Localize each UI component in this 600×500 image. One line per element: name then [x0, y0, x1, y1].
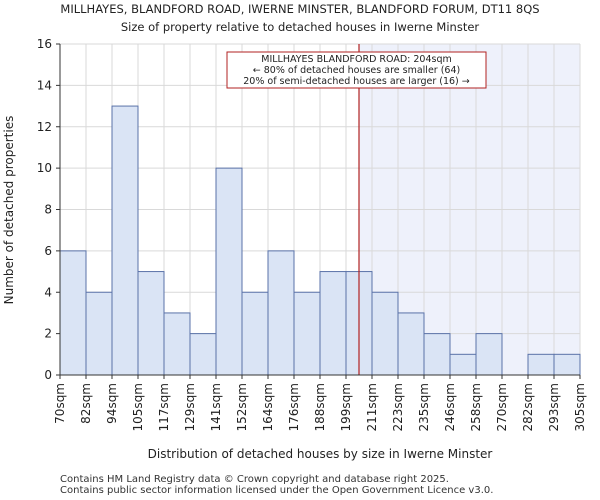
histogram-bar: [293, 291, 321, 376]
x-tick-label: 141sqm: [209, 383, 223, 431]
annotation-text: ← 80% of detached houses are smaller (64…: [253, 65, 460, 76]
y-tick-label: 10: [37, 161, 52, 175]
y-tick-label: 2: [44, 327, 52, 341]
x-tick-label: 105sqm: [131, 383, 145, 431]
annotation-text: 20% of semi-detached houses are larger (…: [243, 76, 470, 87]
histogram-bar: [553, 353, 581, 376]
x-tick-label: 70sqm: [53, 383, 67, 424]
histogram-bar: [59, 250, 87, 376]
x-tick-label: 164sqm: [261, 383, 275, 431]
y-tick-label: 6: [44, 244, 52, 258]
histogram-bar: [397, 312, 425, 376]
chart-subtitle: Size of property relative to detached ho…: [121, 20, 480, 34]
y-tick-label: 14: [37, 78, 52, 92]
x-tick-label: 293sqm: [547, 383, 561, 431]
y-tick-label: 16: [37, 37, 52, 51]
histogram-bar: [215, 167, 243, 376]
annotation-text: MILLHAYES BLANDFORD ROAD: 204sqm: [261, 54, 451, 65]
x-tick-label: 305sqm: [573, 383, 587, 431]
footer-licence: Contains public sector information licen…: [60, 485, 494, 496]
x-tick-label: 211sqm: [365, 383, 379, 431]
x-tick-label: 235sqm: [417, 383, 431, 431]
chart-title: MILLHAYES, BLANDFORD ROAD, IWERNE MINSTE…: [60, 2, 539, 16]
histogram-bar: [85, 291, 113, 376]
x-tick-label: 82sqm: [79, 383, 93, 424]
y-tick-label: 0: [44, 368, 52, 382]
x-tick-label: 188sqm: [313, 383, 327, 431]
histogram-bar: [371, 291, 399, 376]
y-tick-label: 8: [44, 203, 52, 217]
x-tick-label: 129sqm: [183, 383, 197, 431]
histogram-bar: [267, 250, 295, 376]
y-tick-label: 4: [44, 285, 52, 299]
y-axis-label: Number of detached properties: [2, 116, 16, 305]
x-tick-label: 117sqm: [157, 383, 171, 431]
histogram-bar: [111, 105, 139, 376]
x-tick-label: 270sqm: [495, 383, 509, 431]
histogram-bar: [475, 333, 503, 376]
x-axis-label: Distribution of detached houses by size …: [148, 447, 493, 461]
x-tick-label: 94sqm: [105, 383, 119, 424]
x-tick-label: 246sqm: [443, 383, 457, 431]
histogram-bar: [449, 353, 477, 376]
x-tick-label: 223sqm: [391, 383, 405, 431]
histogram-bar: [189, 333, 217, 376]
histogram-bar: [319, 271, 347, 376]
histogram-bar: [527, 353, 555, 376]
x-tick-label: 258sqm: [469, 383, 483, 431]
histogram-bar: [163, 312, 191, 376]
x-tick-label: 199sqm: [339, 383, 353, 431]
histogram-bar: [137, 271, 165, 376]
x-tick-label: 282sqm: [521, 383, 535, 431]
histogram-bar: [241, 291, 269, 376]
footer-copyright: Contains HM Land Registry data © Crown c…: [60, 474, 449, 485]
y-tick-label: 12: [37, 120, 52, 134]
annotation-box: [226, 51, 487, 89]
histogram-bar: [423, 333, 451, 376]
x-tick-label: 152sqm: [235, 383, 249, 431]
x-tick-label: 176sqm: [287, 383, 301, 431]
